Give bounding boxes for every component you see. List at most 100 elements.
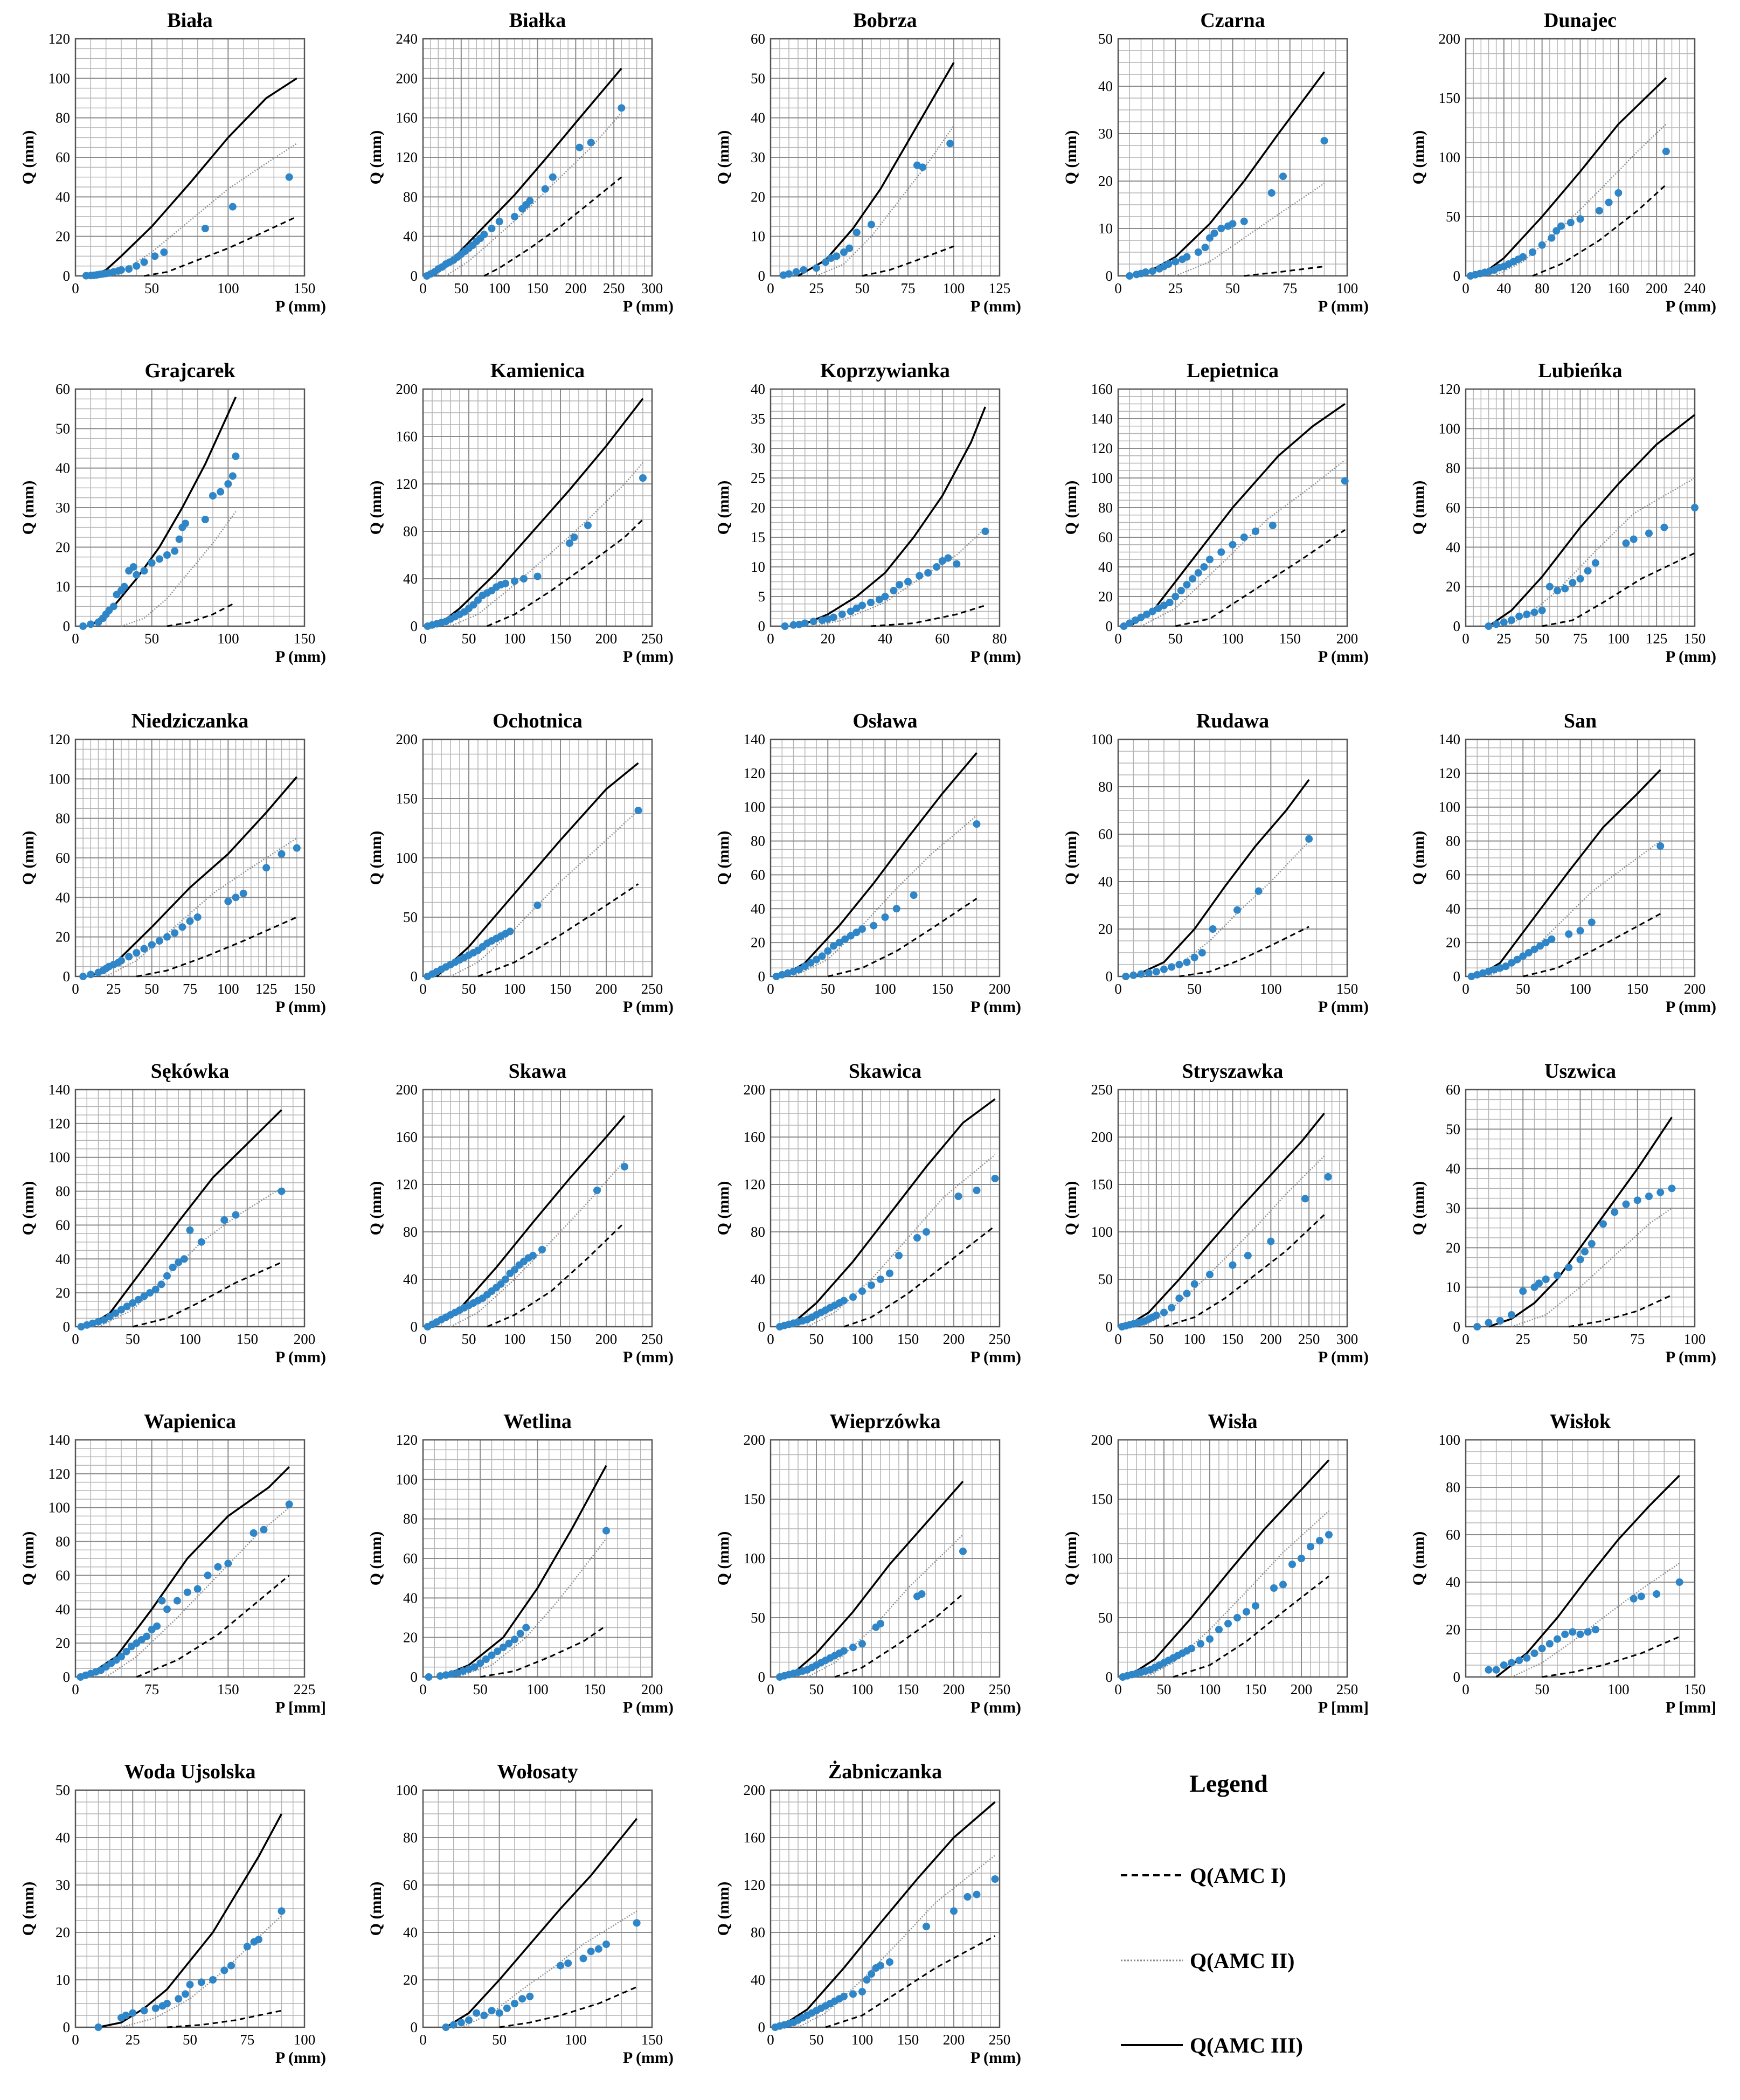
- chart-title: Wołosaty: [497, 1761, 578, 1783]
- data-point: [923, 1228, 930, 1236]
- plot-frame: [1117, 1439, 1348, 1678]
- x-tick-label: 50: [1516, 981, 1530, 997]
- x-tick-label: 50: [855, 280, 870, 296]
- y-tick-label: 120: [396, 476, 418, 492]
- x-axis-label: P (mm): [1666, 297, 1716, 315]
- y-tick-label: 0: [758, 968, 766, 985]
- y-tick-label: 60: [1446, 1527, 1460, 1543]
- y-tick-label: 50: [1098, 31, 1113, 47]
- data-point: [772, 973, 780, 980]
- data-point: [824, 615, 832, 623]
- chart-title: Osława: [852, 710, 917, 732]
- series-amc1-line: [1163, 1214, 1325, 1328]
- series-amc1-line: [1175, 529, 1346, 627]
- data-point: [518, 1995, 526, 2003]
- x-tick-label: 200: [1646, 280, 1668, 296]
- data-point: [151, 2004, 160, 2012]
- chart-skawa: Skawa 0 50 100 150 200 250 0 40 80 120 160 200 P (mm)…: [367, 1060, 674, 1366]
- data-point: [1496, 1317, 1504, 1325]
- plot-frame: [74, 1089, 306, 1328]
- x-tick-label: 200: [943, 1681, 965, 1697]
- y-tick-label: 20: [56, 1285, 70, 1301]
- data-point: [465, 1665, 473, 1673]
- data-point: [495, 2009, 503, 2017]
- x-tick-label: 200: [1336, 630, 1358, 647]
- data-point: [602, 1527, 610, 1535]
- y-tick-label: 0: [63, 2019, 71, 2035]
- chart-title: Żabniczanka: [828, 1761, 942, 1783]
- x-tick-label: 150: [1279, 630, 1301, 647]
- y-axis-label: Q (mm): [1410, 481, 1427, 535]
- data-point: [151, 252, 159, 260]
- data-point: [824, 947, 832, 955]
- observed-points: [776, 1547, 967, 1681]
- data-point: [807, 959, 815, 967]
- data-point: [94, 1318, 102, 1326]
- y-tick-label: 50: [56, 1782, 70, 1798]
- data-point: [79, 622, 87, 630]
- data-point: [1217, 225, 1225, 232]
- data-point: [217, 488, 225, 496]
- y-tick-label: 60: [751, 31, 765, 47]
- data-point: [175, 1995, 183, 2003]
- data-point: [77, 1323, 85, 1330]
- y-axis-label: Q (mm): [19, 130, 37, 185]
- data-point: [1545, 1640, 1554, 1648]
- y-tick-label: 150: [1091, 1491, 1113, 1507]
- data-point: [448, 1670, 456, 1678]
- data-point: [913, 1234, 921, 1242]
- data-point: [1177, 587, 1185, 594]
- data-point: [877, 1276, 884, 1283]
- x-tick-label: 150: [294, 630, 316, 647]
- data-point: [436, 1672, 444, 1680]
- data-point: [1209, 925, 1217, 933]
- y-tick-label: 40: [56, 189, 70, 205]
- y-tick-label: 10: [1098, 220, 1113, 237]
- y-tick-label: 20: [403, 1972, 418, 1988]
- y-tick-label: 0: [758, 618, 766, 634]
- x-tick-label: 75: [1630, 1331, 1645, 1347]
- series-amc1-line: [1542, 1635, 1680, 1678]
- x-tick-label: 0: [419, 1681, 427, 1697]
- data-point: [232, 452, 240, 460]
- data-point: [1160, 1308, 1168, 1316]
- data-point: [1137, 970, 1145, 978]
- observed-points: [1126, 137, 1328, 280]
- observed-points: [442, 1919, 641, 2031]
- x-axis-label: P (mm): [623, 1699, 674, 1716]
- data-point: [186, 917, 194, 925]
- data-point: [1584, 1628, 1592, 1636]
- x-tick-label: 150: [1336, 981, 1358, 997]
- y-tick-label: 200: [744, 1082, 766, 1098]
- y-tick-label: 80: [56, 1534, 70, 1550]
- data-point: [557, 1962, 564, 1970]
- chart-title: San: [1564, 710, 1597, 732]
- data-point: [163, 1605, 171, 1613]
- y-tick-label: 100: [1439, 149, 1461, 165]
- series-amc1-line: [843, 1225, 996, 1328]
- data-point: [1542, 1276, 1550, 1283]
- x-tick-label: 40: [1496, 280, 1511, 296]
- chart-title: Sękówka: [151, 1060, 230, 1083]
- series-amc2-line: [1494, 123, 1667, 277]
- data-point: [1569, 579, 1577, 587]
- data-point: [1595, 207, 1603, 214]
- data-point: [442, 1671, 450, 1679]
- data-point: [228, 472, 237, 480]
- chart-oslawa: Osława 0 50 100 150 200 0 20 40 60 80 100 120 140 P (m…: [715, 710, 1021, 1016]
- data-point: [1473, 1323, 1481, 1330]
- x-tick-label: 0: [72, 2032, 79, 2048]
- data-point: [117, 957, 125, 965]
- y-tick-label: 30: [751, 149, 765, 165]
- y-tick-label: 150: [396, 791, 418, 807]
- data-point: [171, 929, 179, 937]
- data-point: [1485, 622, 1493, 630]
- data-point: [1519, 1287, 1527, 1295]
- x-tick-label: 50: [1535, 1681, 1549, 1697]
- series-amc2-line: [816, 125, 955, 277]
- data-point: [795, 620, 803, 628]
- data-point: [1171, 593, 1180, 600]
- x-tick-label: 150: [897, 1331, 919, 1347]
- x-tick-label: 75: [183, 981, 197, 997]
- data-point: [818, 952, 826, 960]
